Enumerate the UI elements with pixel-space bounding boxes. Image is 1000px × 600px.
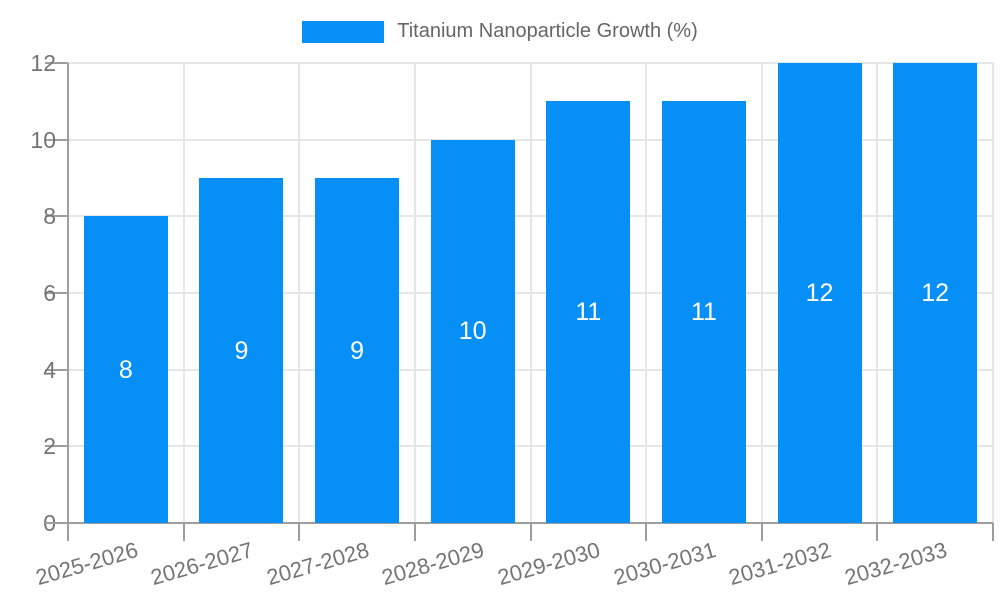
y-axis-line <box>67 63 69 541</box>
y-tick-mark <box>45 62 68 64</box>
y-tick-label: 10 <box>30 126 56 153</box>
bar <box>83 216 168 523</box>
x-tick-mark <box>760 523 763 541</box>
x-tick-label: 2031-2032 <box>726 537 835 591</box>
bar <box>777 63 862 523</box>
x-tick-label: 2028-2029 <box>379 537 488 591</box>
x-tick-label: 2030-2031 <box>610 537 719 591</box>
gridline-x <box>182 63 185 523</box>
bar-value-label: 10 <box>458 317 487 346</box>
gridline-x <box>645 63 648 523</box>
y-tick-mark <box>45 368 68 371</box>
x-tick-mark <box>182 523 185 541</box>
x-tick-mark <box>298 523 301 541</box>
gridline-x <box>413 63 416 523</box>
y-tick-mark <box>45 138 68 141</box>
y-tick-label: 8 <box>43 203 56 230</box>
x-tick-label: 2025-2026 <box>32 537 141 591</box>
y-tick-mark <box>45 215 68 218</box>
bar <box>430 139 515 523</box>
x-tick-label: 2029-2030 <box>494 537 603 591</box>
chart-legend: Titanium Nanoparticle Growth (%) <box>0 20 1000 43</box>
x-tick-label: 2026-2027 <box>148 537 257 591</box>
x-tick-mark <box>413 523 416 541</box>
bar <box>893 63 978 523</box>
legend-label: Titanium Nanoparticle Growth (%) <box>397 20 698 42</box>
x-tick-label: 2032-2033 <box>841 537 950 591</box>
gridline-x <box>876 63 879 523</box>
x-axis-line <box>45 522 993 524</box>
bar <box>661 101 746 523</box>
bar-value-label: 11 <box>575 298 602 327</box>
legend-swatch <box>302 20 385 43</box>
gridline-x <box>760 63 763 523</box>
y-tick-mark <box>45 445 68 448</box>
y-tick-label: 6 <box>43 280 56 306</box>
legend-item[interactable]: Titanium Nanoparticle Growth (%) <box>302 20 698 43</box>
bar-value-label: 9 <box>350 336 365 365</box>
y-tick-label: 4 <box>43 356 56 383</box>
bar-value-label: 11 <box>690 298 717 327</box>
gridline-x <box>992 63 994 523</box>
y-tick-label: 12 <box>30 50 56 76</box>
y-tick-mark <box>45 292 68 294</box>
y-tick-label: 2 <box>43 433 56 460</box>
x-tick-mark <box>529 523 532 541</box>
bar <box>199 178 284 523</box>
bar-value-label: 8 <box>118 355 133 384</box>
x-tick-mark <box>992 523 994 541</box>
x-tick-mark <box>645 523 648 541</box>
bar <box>315 178 400 523</box>
x-tick-mark <box>876 523 879 541</box>
bar <box>546 101 631 523</box>
gridline-x <box>529 63 532 523</box>
x-tick-label: 2027-2028 <box>263 537 372 591</box>
bar-value-label: 12 <box>805 279 834 307</box>
gridline-x <box>298 63 301 523</box>
bar-value-label: 9 <box>234 336 249 365</box>
bar-value-label: 12 <box>921 279 950 307</box>
